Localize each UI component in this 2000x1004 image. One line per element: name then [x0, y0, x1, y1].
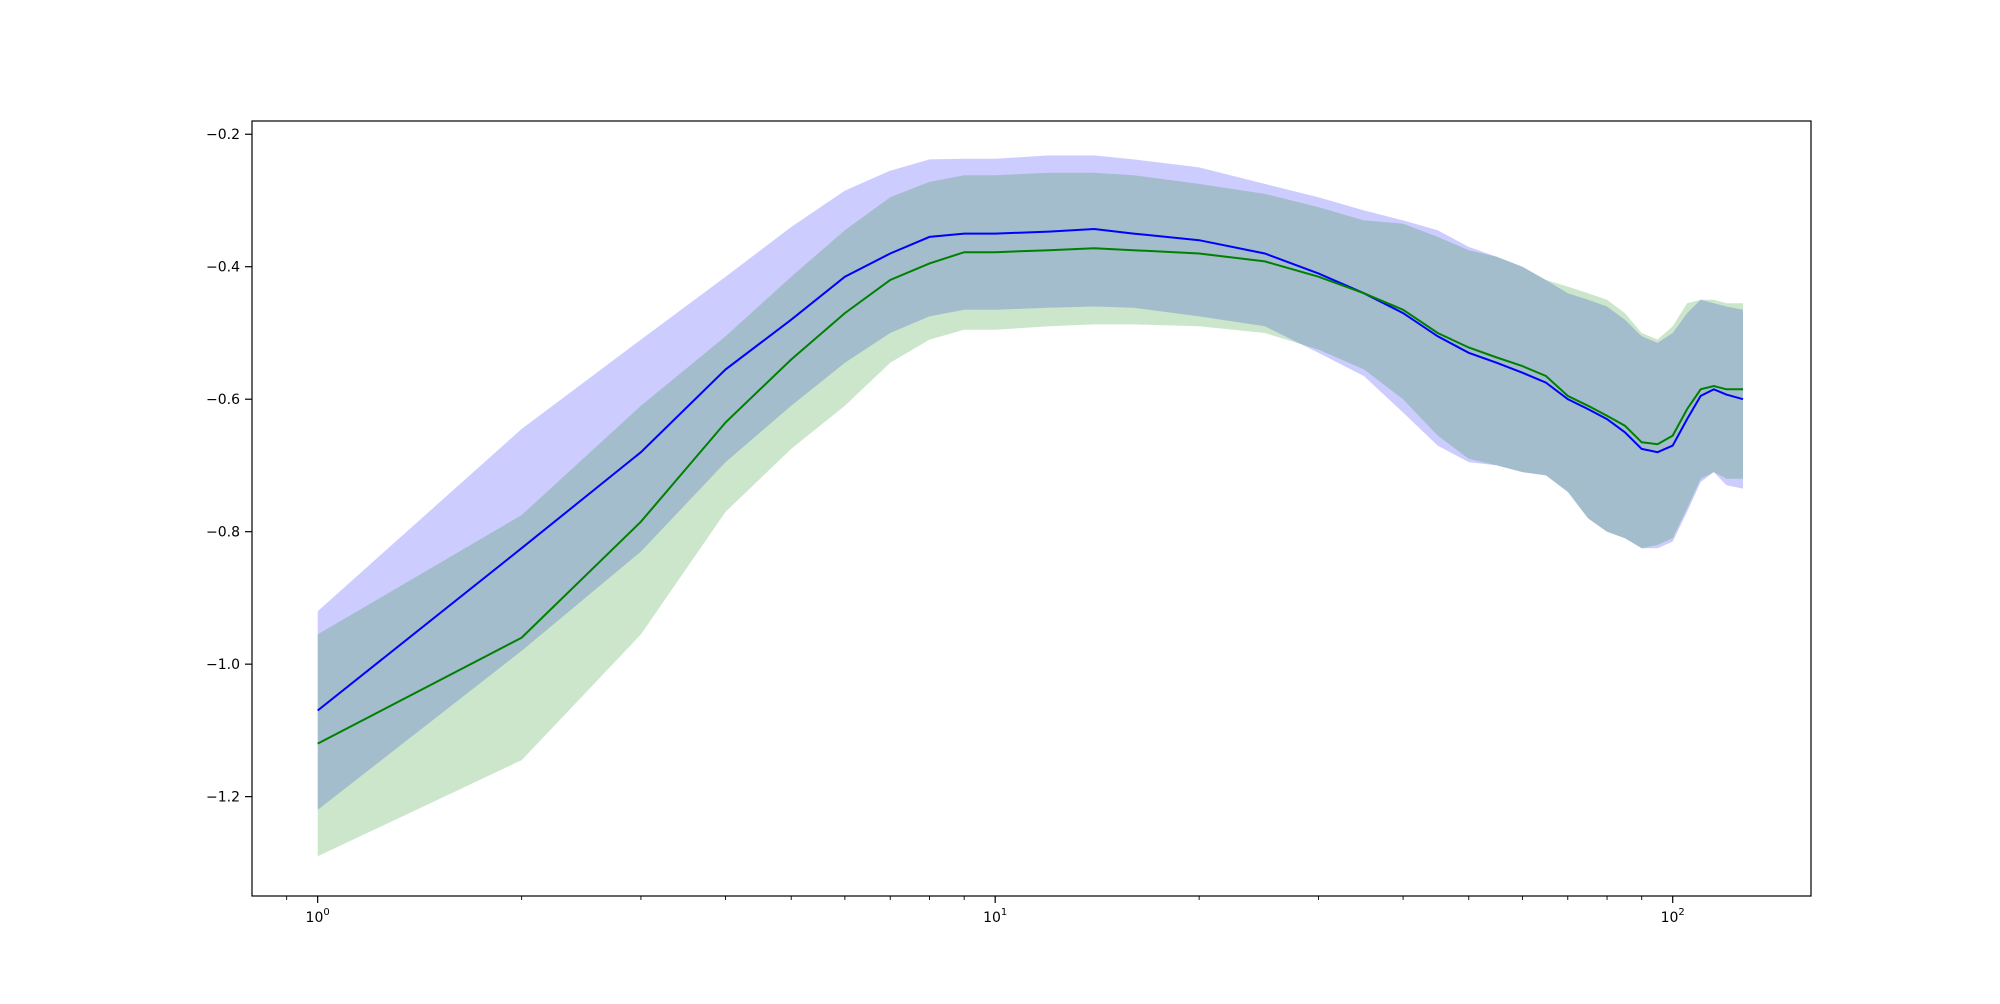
series-2-line	[317, 247, 1743, 745]
y-tick-label: −0.2	[206, 127, 240, 143]
y-tick-label: −1.0	[206, 657, 240, 673]
x-axis: 100 101 102	[286, 896, 1685, 926]
y-tick-label: −0.8	[206, 525, 240, 541]
series-2-band	[317, 172, 1744, 857]
series-1-band	[317, 155, 1744, 810]
y-tick-label: −0.4	[206, 260, 240, 276]
series-1-line	[317, 227, 1744, 712]
x-tick-label: 100	[306, 907, 330, 926]
y-tick-label: −1.2	[206, 790, 240, 806]
x-tick-label: 102	[1661, 907, 1685, 926]
y-axis: −0.2 −0.4 −0.6 −0.8 −1.0 −1.2	[206, 127, 252, 806]
axes-frame	[251, 120, 1812, 897]
x-tick-label: 101	[983, 907, 1007, 926]
y-tick-label: −0.6	[206, 392, 240, 408]
confidence-bands	[317, 155, 1744, 857]
series-lines	[317, 227, 1744, 745]
